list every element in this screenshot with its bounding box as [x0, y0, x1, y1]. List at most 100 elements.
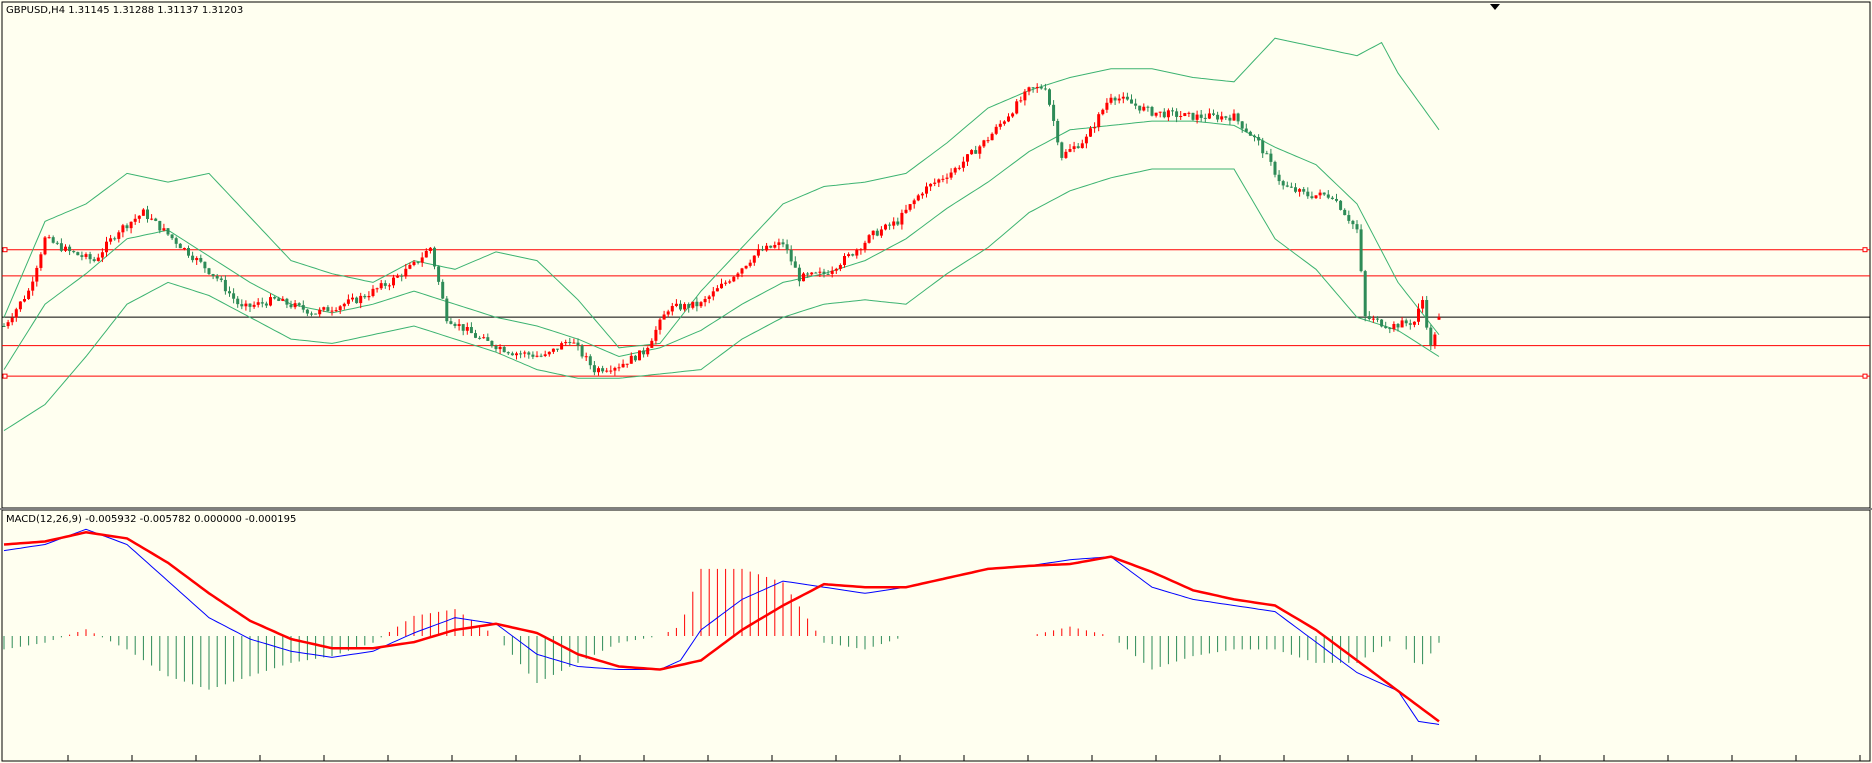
candle-body [847, 254, 851, 256]
candlesticks [2, 83, 1441, 376]
candle-body [166, 228, 170, 235]
candle-body [1421, 299, 1425, 309]
candle-body [1289, 186, 1293, 188]
candle-body [1363, 271, 1367, 317]
candle-body [1154, 112, 1158, 116]
candle-body [14, 309, 18, 318]
candle-body [314, 313, 318, 315]
middle-band [3, 120, 1440, 370]
candle-body [88, 254, 92, 260]
candle-body [18, 301, 22, 310]
candle-body [933, 182, 937, 184]
candle-body [1171, 110, 1174, 112]
candle-body [1011, 113, 1015, 117]
candle-body [527, 352, 531, 355]
candle-body [1052, 104, 1056, 121]
lower-band [3, 168, 1440, 432]
candle-body [978, 146, 982, 154]
candle-body [1314, 195, 1318, 199]
candle-body [654, 329, 658, 341]
candle-body [699, 302, 703, 307]
candle-body [703, 298, 707, 303]
candle-body [105, 241, 108, 253]
candle-body [178, 243, 182, 249]
candle-body [531, 354, 535, 357]
candle-body [191, 255, 195, 261]
candle-body [445, 298, 449, 322]
candle-body [371, 288, 375, 296]
candle-body [1400, 320, 1404, 328]
candle-body [1355, 224, 1359, 230]
candle-body [396, 275, 400, 278]
candle-body [182, 248, 186, 250]
candle-body [1306, 191, 1310, 197]
horizontal-levels[interactable] [2, 247, 1870, 379]
candle-body [154, 218, 158, 221]
candle-body [547, 351, 551, 355]
candle-body [387, 285, 391, 287]
candle-body [875, 230, 879, 236]
candle-body [1175, 111, 1179, 117]
candle-body [777, 242, 781, 245]
candle-body [113, 238, 117, 240]
candle-body [51, 237, 55, 243]
candle-body [351, 297, 354, 300]
candle-body [1056, 120, 1060, 143]
candle-body [1330, 197, 1334, 199]
candle-body [1162, 111, 1166, 118]
candle-body [802, 273, 805, 282]
macd-indicator [3, 528, 1440, 725]
candle-body [834, 268, 838, 271]
candle-body [92, 259, 96, 261]
candle-body [1351, 220, 1355, 225]
candle-body [838, 265, 842, 269]
candle-body [236, 298, 240, 305]
candle-body [773, 244, 777, 248]
candle-body [949, 172, 953, 178]
candle-body [855, 249, 859, 256]
candle-body [1019, 100, 1023, 102]
candle-body [27, 290, 31, 300]
candle-body [1002, 121, 1006, 124]
candle-body [732, 276, 736, 282]
candle-body [900, 212, 904, 225]
candle-body [232, 293, 236, 299]
candle-body [1371, 318, 1375, 320]
candle-body [1146, 106, 1150, 108]
shift-marker-icon[interactable] [1490, 4, 1500, 10]
candle-body [666, 311, 670, 315]
candle-body [892, 221, 896, 226]
candle-body [1376, 318, 1379, 320]
macd-main-line [3, 528, 1440, 725]
candle-body [223, 279, 227, 292]
candle-body [769, 245, 773, 248]
candle-body [728, 281, 732, 283]
candle-body [1207, 113, 1211, 119]
candle-body [1388, 328, 1392, 330]
candle-body [974, 150, 978, 154]
candle-body [539, 355, 543, 357]
candle-body [1117, 98, 1121, 101]
candle-body [338, 306, 342, 311]
candle-body [884, 224, 887, 230]
candle-body [584, 356, 588, 358]
candle-body [580, 345, 584, 357]
candle-body [84, 254, 88, 257]
candle-body [158, 220, 162, 231]
candle-body [1179, 115, 1183, 117]
candle-body [125, 225, 129, 229]
candle-body [490, 340, 494, 346]
candle-body [597, 368, 600, 373]
candle-body [871, 230, 875, 236]
candle-body [601, 368, 605, 372]
candle-body [1302, 189, 1306, 192]
candle-body [2, 326, 6, 327]
candle-body [1121, 96, 1125, 99]
candle-body [1261, 140, 1265, 154]
candle-body [605, 370, 609, 372]
candle-body [896, 221, 900, 225]
bollinger-bands [3, 37, 1440, 432]
candle-body [498, 346, 502, 350]
